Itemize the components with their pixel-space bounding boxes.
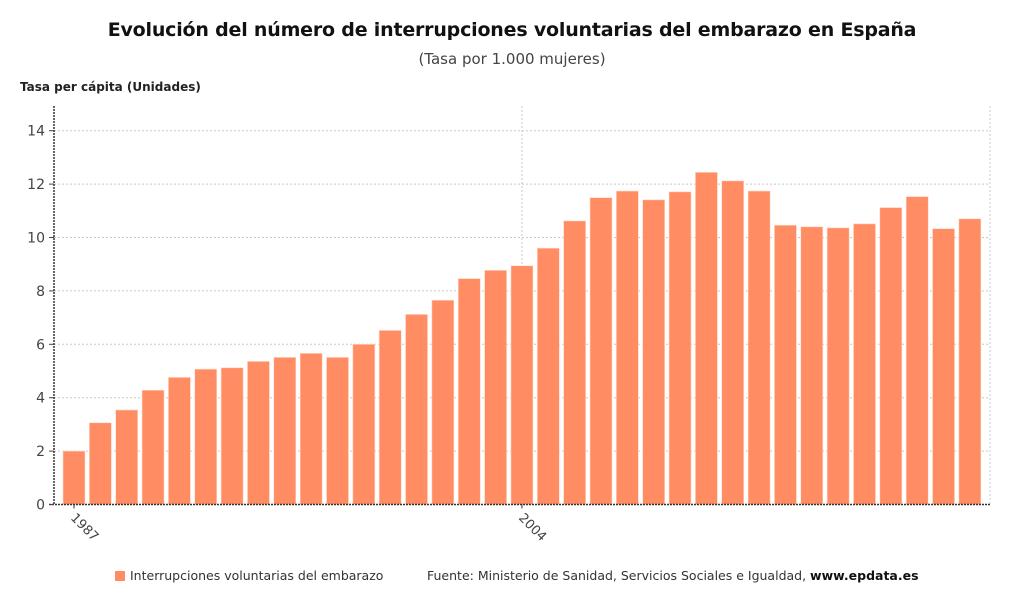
bar-2012 xyxy=(721,180,745,505)
x-ticks: 1987 2004 xyxy=(67,504,549,545)
chart-title: Evolución del número de interrupciones v… xyxy=(107,19,917,41)
legend: Interrupciones voluntarias del embarazo xyxy=(115,568,383,583)
bar-2006 xyxy=(563,220,586,505)
bar-2007 xyxy=(589,197,613,505)
bar-2020 xyxy=(932,228,955,505)
legend-label: Interrupciones voluntarias del embarazo xyxy=(130,568,384,583)
bar-2010 xyxy=(668,191,692,505)
bar-1998 xyxy=(352,343,376,505)
bar-2009 xyxy=(642,199,666,505)
bar-2008 xyxy=(616,190,639,505)
y-tick-label: 12 xyxy=(27,177,45,193)
bar-1999 xyxy=(378,330,402,505)
y-tick-label: 10 xyxy=(27,231,45,247)
bar-2018 xyxy=(879,207,903,505)
bar-1989 xyxy=(115,409,138,505)
y-axis-label: Tasa per cápita (Unidades) xyxy=(20,80,201,94)
bar-1987 xyxy=(62,450,86,505)
bar-2000 xyxy=(405,314,428,505)
bar-1996 xyxy=(299,353,323,505)
y-tick-label: 8 xyxy=(36,284,45,300)
bar-2021 xyxy=(958,218,982,505)
bar-1990 xyxy=(141,389,165,505)
bar-2016 xyxy=(826,227,850,505)
x-tick-label: 2004 xyxy=(515,511,549,545)
bar-2014 xyxy=(774,224,797,505)
bar-1994 xyxy=(247,361,270,505)
bar-2005 xyxy=(536,247,560,505)
chart-subtitle: (Tasa por 1.000 mujeres) xyxy=(418,50,606,68)
y-tick-label: 14 xyxy=(27,124,45,140)
bar-2013 xyxy=(747,190,771,505)
source-link[interactable]: www.epdata.es xyxy=(810,568,919,583)
bar-2017 xyxy=(853,223,876,505)
source-text: Fuente: Ministerio de Sanidad, Servicios… xyxy=(427,568,811,583)
bar-2002 xyxy=(457,278,481,505)
source-note: Fuente: Ministerio de Sanidad, Servicios… xyxy=(427,568,919,583)
y-tick-label: 4 xyxy=(36,391,45,407)
bar-2015 xyxy=(800,226,824,505)
bars xyxy=(62,172,982,505)
y-tick-label: 2 xyxy=(36,444,45,460)
bar-1995 xyxy=(273,357,297,505)
y-tick-label: 6 xyxy=(36,337,45,353)
bar-1992 xyxy=(194,368,218,505)
bar-2001 xyxy=(431,299,455,505)
bar-2011 xyxy=(695,172,718,505)
x-tick-label: 1987 xyxy=(67,511,101,545)
bar-1991 xyxy=(168,377,191,505)
legend-swatch xyxy=(115,570,125,581)
bar-1988 xyxy=(89,422,112,505)
axes xyxy=(49,106,990,506)
y-ticks: 0 2 4 6 8 10 12 14 xyxy=(27,124,54,514)
bar-1993 xyxy=(220,367,244,505)
bar-2004 xyxy=(510,265,534,505)
y-tick-label: 0 xyxy=(36,498,45,514)
bar-2003 xyxy=(484,270,507,505)
bar-2019 xyxy=(905,196,929,505)
bar-1997 xyxy=(326,357,349,505)
